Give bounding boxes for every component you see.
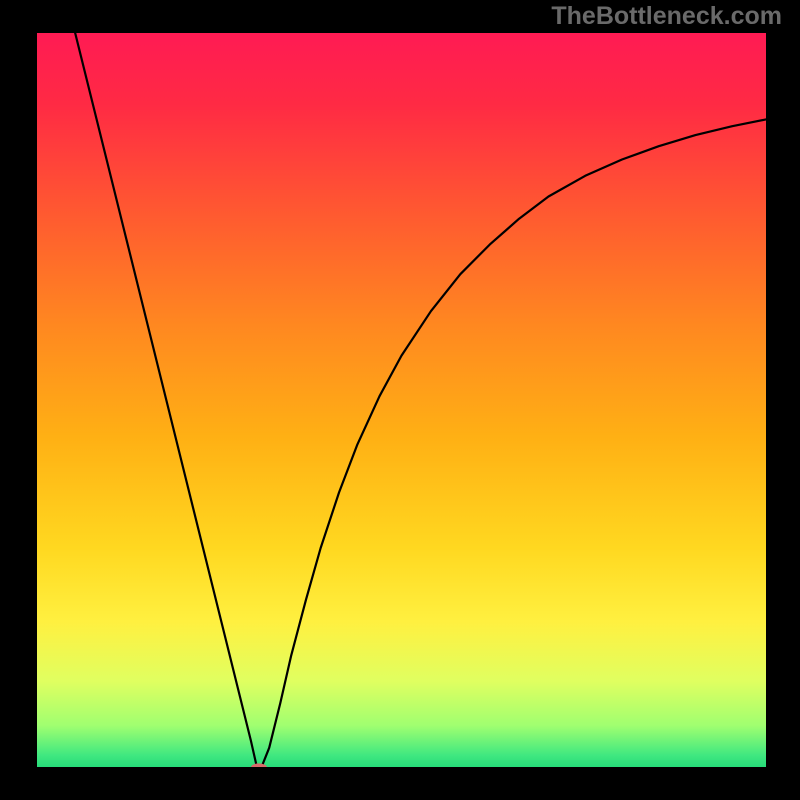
plot-area — [34, 30, 769, 770]
chart-container: TheBottleneck.com — [0, 0, 800, 800]
watermark-text: TheBottleneck.com — [551, 2, 782, 31]
plot-background — [34, 30, 769, 770]
